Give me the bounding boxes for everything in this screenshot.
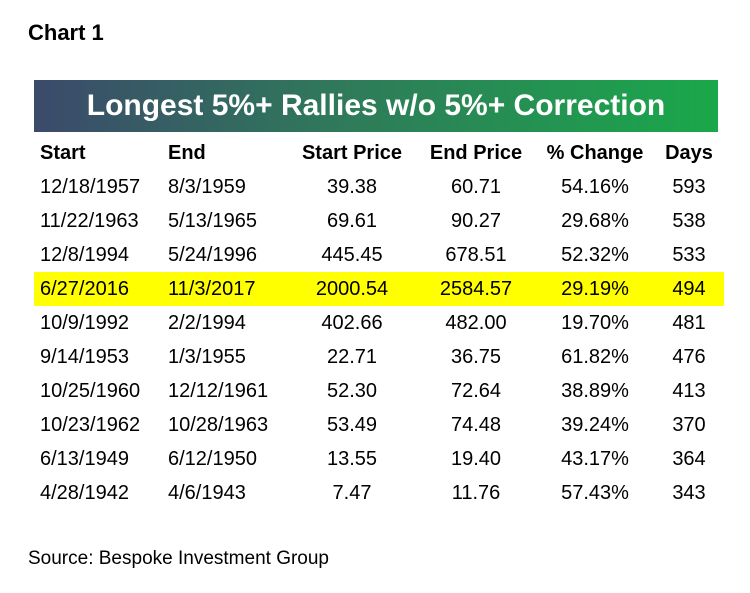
column-header-end-price: End Price [429,142,523,164]
source-note: Source: Bespoke Investment Group [28,548,329,569]
table-body: 12/18/1957 8/3/1959 39.38 60.71 54.16% 593 11/… [34,170,724,510]
chart-title-banner: Longest 5%+ Rallies w/o 5%+ Correction [34,80,718,132]
table-row: 12/8/1994 5/24/1996 445.45 678.51 52.32% 533 [34,238,724,272]
rallies-table: Start End Start Price End Price % Change… [34,136,724,510]
cell-start-price: 22.71 [326,346,378,368]
cell-end-price: 74.48 [450,414,502,436]
cell-end-price: 482.00 [445,312,507,334]
cell-start: 10/9/1992 [40,312,129,334]
table-row-highlighted: 6/27/2016 11/3/2017 2000.54 2584.57 29.19% 49… [34,272,724,306]
cell-start: 12/18/1957 [40,176,141,198]
cell-end: 10/28/1963 [168,414,269,436]
cell-end: 6/12/1950 [168,448,257,470]
cell-start-price: 445.45 [321,244,383,266]
cell-pct-change: 19.70% [561,312,629,334]
cell-pct-change: 52.32% [561,244,629,266]
cell-start: 4/28/1942 [40,482,129,504]
cell-start-price: 7.47 [332,482,372,504]
cell-end: 5/24/1996 [168,244,257,266]
cell-start: 6/27/2016 [34,272,168,306]
column-header-start-price: Start Price [301,142,403,164]
table-row: 10/9/1992 2/2/1994 402.66 482.00 19.70% 481 [34,306,724,340]
cell-pct-change: 38.89% [561,380,629,402]
cell-days: 413 [672,380,706,402]
cell-start: 6/13/1949 [40,448,129,470]
cell-start-price: 402.66 [321,312,383,334]
header-row: Start End Start Price End Price % Change… [34,136,724,170]
chart-title: Longest 5%+ Rallies w/o 5%+ Correction [86,89,666,122]
cell-days: 481 [672,312,706,334]
column-header-start: Start [40,142,86,164]
cell-start-price: 53.49 [326,414,378,436]
cell-end-price: 90.27 [450,210,502,232]
cell-end-price: 2584.57 [416,272,536,306]
cell-pct-change: 39.24% [561,414,629,436]
cell-start-price: 39.38 [326,176,378,198]
table-row: 10/23/1962 10/28/1963 53.49 74.48 39.24% 370 [34,408,724,442]
cell-pct-change: 29.19% [536,272,654,306]
cell-end-price: 60.71 [450,176,502,198]
cell-days: 494 [654,272,724,306]
cell-start: 11/22/1963 [40,210,139,232]
cell-start: 10/25/1960 [40,380,141,402]
cell-pct-change: 57.43% [561,482,629,504]
cell-days: 538 [672,210,706,232]
chart-label: Chart 1 [28,20,104,45]
cell-pct-change: 54.16% [561,176,629,198]
cell-end: 2/2/1994 [168,312,246,334]
cell-start-price: 52.30 [326,380,378,402]
column-header-end: End [168,142,206,164]
cell-end: 1/3/1955 [168,346,246,368]
table-row: 10/25/1960 12/12/1961 52.30 72.64 38.89% 413 [34,374,724,408]
cell-days: 343 [672,482,706,504]
cell-start: 10/23/1962 [40,414,141,436]
cell-start: 9/14/1953 [40,346,129,368]
cell-pct-change: 29.68% [561,210,629,232]
cell-days: 364 [672,448,706,470]
cell-days: 593 [672,176,706,198]
cell-end-price: 19.40 [450,448,502,470]
cell-end: 12/12/1961 [168,380,269,402]
table-row: 9/14/1953 1/3/1955 22.71 36.75 61.82% 476 [34,340,724,374]
cell-end: 4/6/1943 [168,482,246,504]
cell-days: 533 [672,244,706,266]
cell-start-price: 2000.54 [288,272,416,306]
cell-end-price: 678.51 [445,244,507,266]
cell-start-price: 69.61 [326,210,378,232]
cell-end-price: 36.75 [450,346,502,368]
table-row: 6/13/1949 6/12/1950 13.55 19.40 43.17% 364 [34,442,724,476]
cell-end: 11/3/2017 [168,272,288,306]
cell-end-price: 72.64 [450,380,502,402]
column-header-days: Days [665,142,713,164]
cell-pct-change: 43.17% [561,448,629,470]
cell-end-price: 11.76 [451,482,501,504]
table-row: 11/22/1963 5/13/1965 69.61 90.27 29.68% 538 [34,204,724,238]
table-row: 4/28/1942 4/6/1943 7.47 11.76 57.43% 343 [34,476,724,510]
column-header-pct-change: % Change [546,142,644,164]
cell-start: 12/8/1994 [40,244,129,266]
cell-start-price: 13.55 [326,448,378,470]
cell-pct-change: 61.82% [561,346,629,368]
table-row: 12/18/1957 8/3/1959 39.38 60.71 54.16% 593 [34,170,724,204]
cell-end: 5/13/1965 [168,210,257,232]
cell-days: 370 [672,414,706,436]
cell-end: 8/3/1959 [168,176,246,198]
cell-days: 476 [672,346,706,368]
